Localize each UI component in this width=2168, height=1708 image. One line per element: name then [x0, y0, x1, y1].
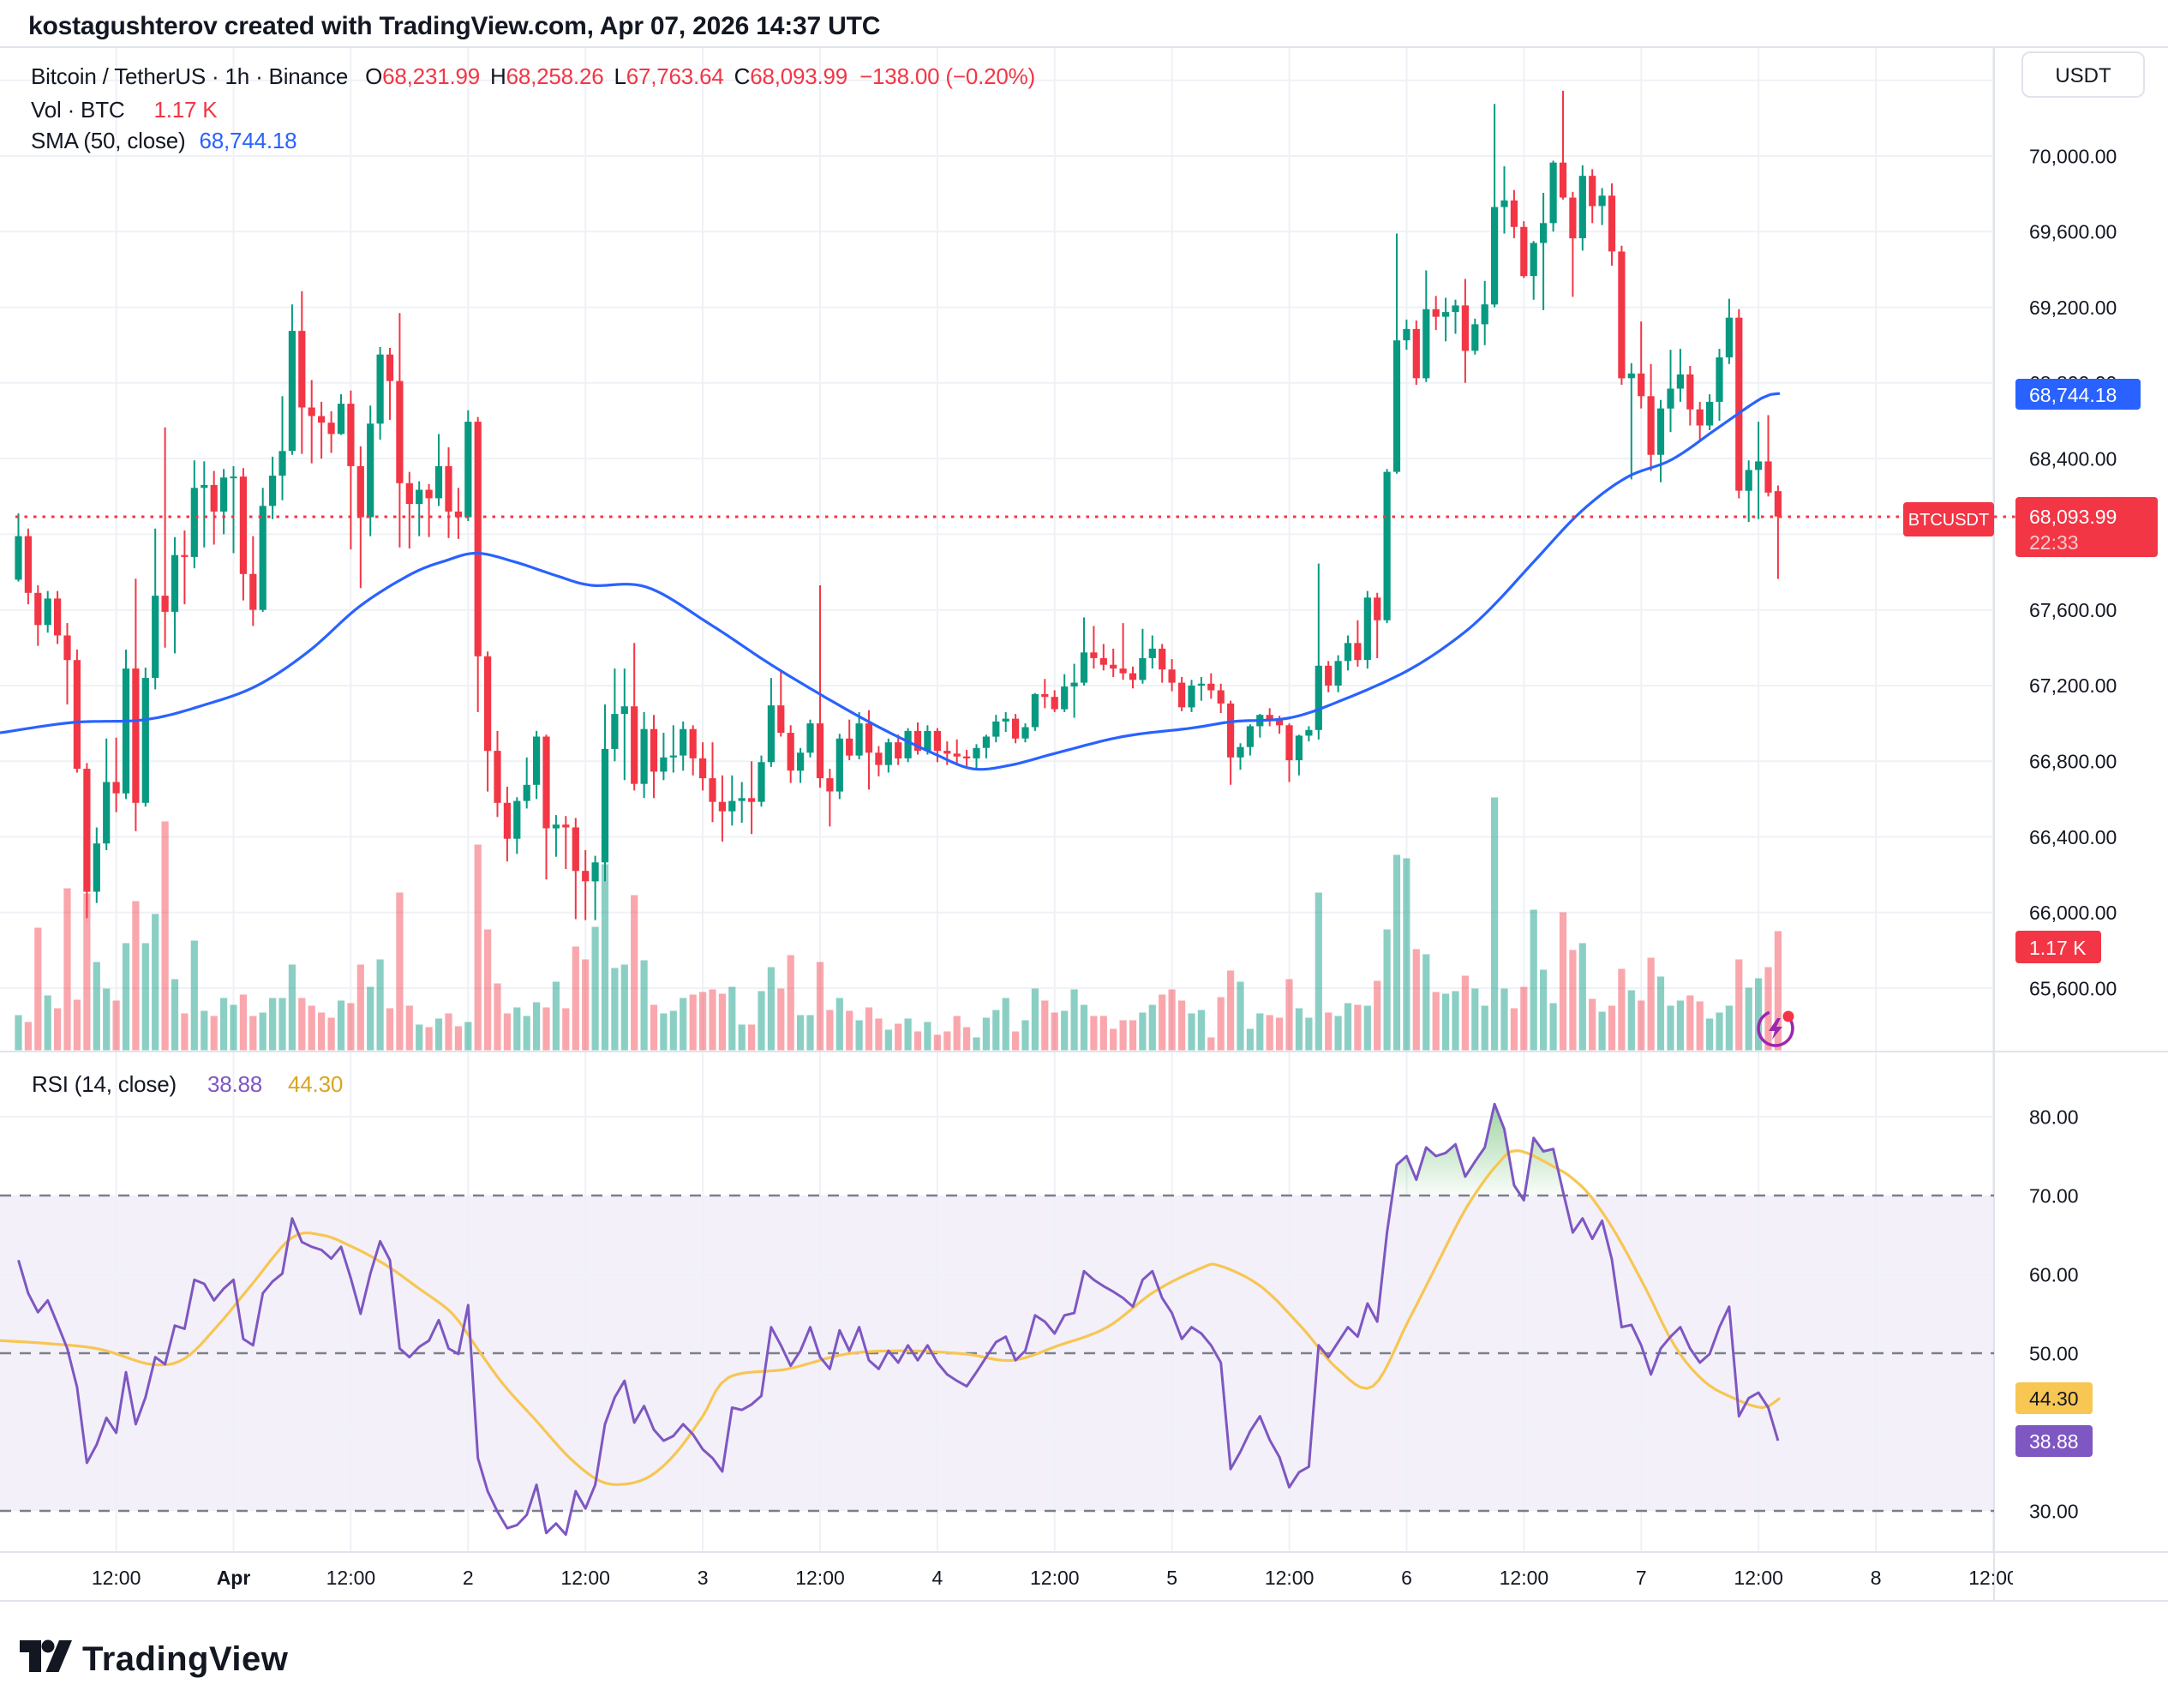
svg-text:8: 8 — [1871, 1567, 1882, 1589]
svg-text:22:33: 22:33 — [2029, 531, 2079, 554]
svg-text:1.17 K: 1.17 K — [2029, 937, 2087, 959]
svg-text:38.88: 38.88 — [2029, 1430, 2079, 1453]
svg-text:50.00: 50.00 — [2029, 1342, 2079, 1364]
svg-text:12:00: 12:00 — [1500, 1567, 1549, 1589]
svg-text:7: 7 — [1636, 1567, 1647, 1589]
svg-text:4: 4 — [932, 1567, 943, 1589]
svg-text:2: 2 — [463, 1567, 474, 1589]
svg-text:12:00: 12:00 — [326, 1567, 376, 1589]
svg-text:66,400.00: 66,400.00 — [2029, 826, 2117, 848]
svg-text:80.00: 80.00 — [2029, 1106, 2079, 1128]
svg-text:12:00: 12:00 — [560, 1567, 610, 1589]
svg-text:65,600.00: 65,600.00 — [2029, 977, 2117, 999]
svg-text:Apr: Apr — [217, 1567, 251, 1589]
svg-text:12:00: 12:00 — [1265, 1567, 1315, 1589]
svg-text:3: 3 — [698, 1567, 709, 1589]
svg-text:TradingView: TradingView — [82, 1640, 289, 1678]
svg-text:12:00: 12:00 — [92, 1567, 141, 1589]
svg-text:67,600.00: 67,600.00 — [2029, 599, 2117, 621]
svg-text:30.00: 30.00 — [2029, 1500, 2079, 1522]
svg-text:67,200.00: 67,200.00 — [2029, 674, 2117, 697]
svg-text:BTCUSDT: BTCUSDT — [1908, 511, 1989, 530]
svg-text:70,000.00: 70,000.00 — [2029, 145, 2117, 167]
svg-text:12:00: 12:00 — [1734, 1567, 1783, 1589]
svg-text:6: 6 — [1401, 1567, 1412, 1589]
svg-text:69,200.00: 69,200.00 — [2029, 297, 2117, 319]
svg-text:69,600.00: 69,600.00 — [2029, 221, 2117, 243]
svg-text:68,400.00: 68,400.00 — [2029, 447, 2117, 470]
svg-text:12:00: 12:00 — [795, 1567, 845, 1589]
svg-text:Bitcoin / TetherUS · 1h · Bina: Bitcoin / TetherUS · 1h · Binance O68,231… — [31, 63, 1035, 89]
svg-text:12:00: 12:00 — [1968, 1567, 2018, 1589]
svg-text:70.00: 70.00 — [2029, 1184, 2079, 1207]
svg-text:kostagushterov created with Tr: kostagushterov created with TradingView.… — [28, 12, 880, 40]
svg-text:60.00: 60.00 — [2029, 1263, 2079, 1285]
svg-text:68,093.99: 68,093.99 — [2029, 506, 2117, 528]
svg-text:66,000.00: 66,000.00 — [2029, 902, 2117, 924]
svg-text:SMA (50, close)68,744.18: SMA (50, close) 68,744.18 — [31, 128, 296, 153]
svg-text:66,800.00: 66,800.00 — [2029, 751, 2117, 773]
svg-text:44.30: 44.30 — [2029, 1387, 2079, 1410]
svg-text:5: 5 — [1166, 1567, 1177, 1589]
svg-text:USDT: USDT — [2055, 64, 2111, 87]
svg-text:12:00: 12:00 — [1030, 1567, 1080, 1589]
svg-text:68,744.18: 68,744.18 — [2029, 384, 2117, 406]
